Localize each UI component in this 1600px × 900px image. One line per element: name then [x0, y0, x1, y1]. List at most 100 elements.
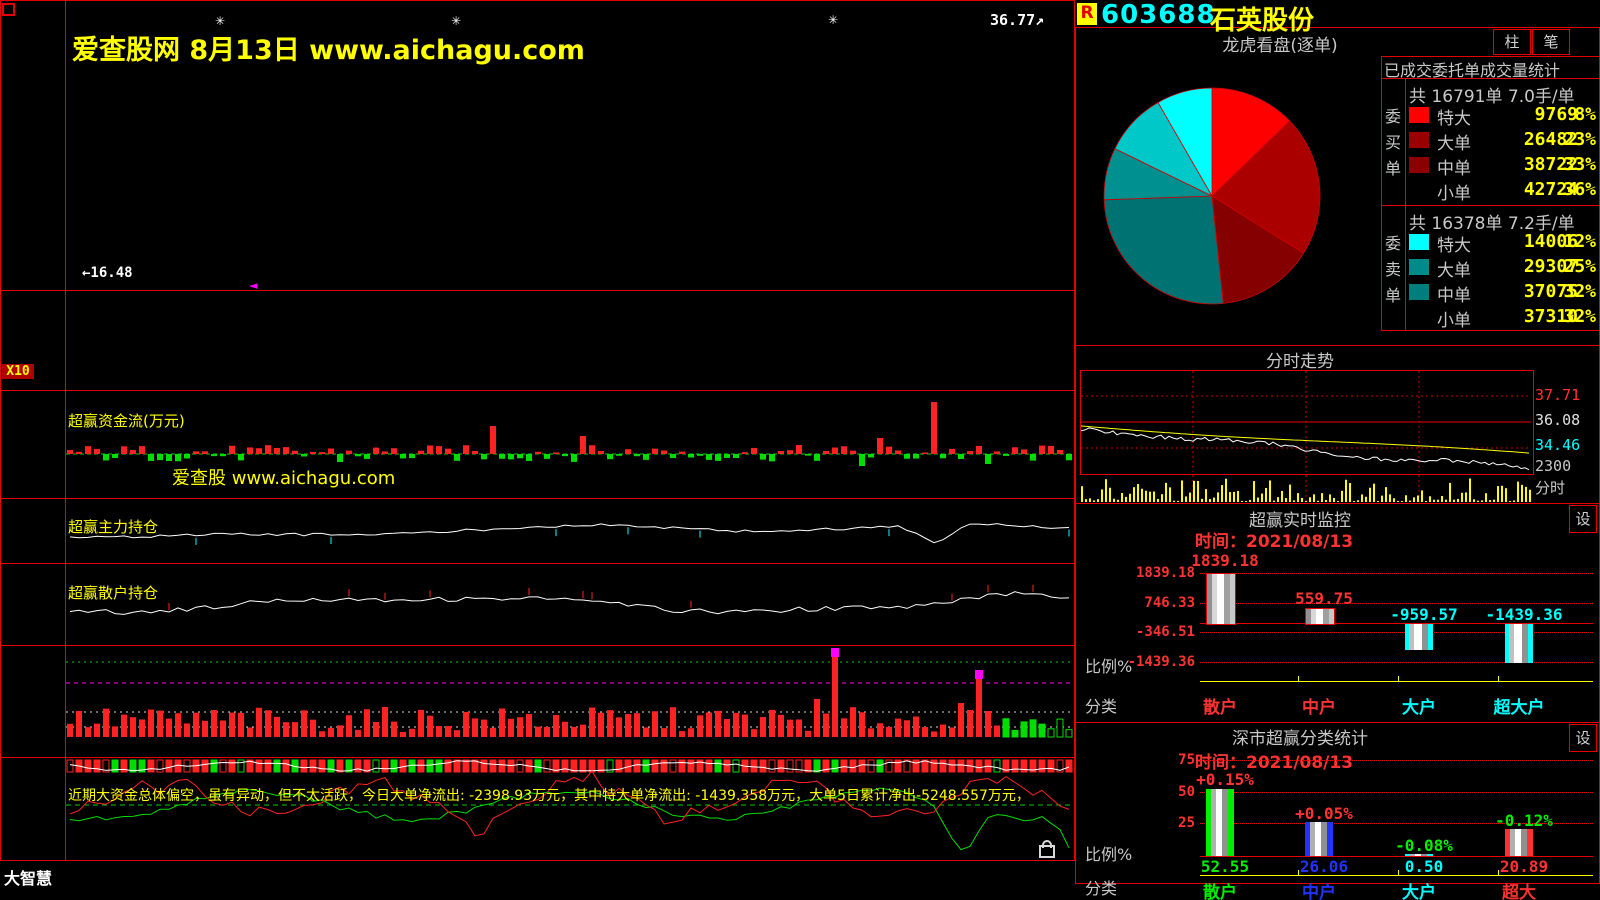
table-border: [1381, 330, 1600, 331]
order-group-summary: 共 16791单 7.0手/单: [1409, 87, 1575, 107]
shenshi-bar-value: 52.55: [1200, 857, 1250, 876]
shenshi-time: 时间：2021/08/13: [1195, 753, 1354, 773]
monitor-category: 中户: [1302, 698, 1336, 718]
order-swatch: [1409, 157, 1429, 173]
grid-line: [1200, 662, 1593, 663]
monitor-bar-3: [1505, 624, 1533, 663]
svzl-subtitle: 超赢主力持仓: [68, 518, 159, 536]
order-row-pct: 23%: [1563, 129, 1596, 150]
table-border: [1381, 56, 1382, 330]
fenshi-price-label: 分时: [1535, 479, 1566, 497]
table-border: [1381, 205, 1600, 206]
monitor-settings-button[interactable]: 设: [1569, 505, 1597, 533]
monitor-axis-label: -1439.36: [1127, 654, 1195, 670]
longhu-pie-chart[interactable]: [1100, 84, 1324, 308]
axis-divider: [65, 0, 66, 860]
fenshi-price-label: 34.46: [1535, 436, 1581, 454]
monitor-bar-1: [1305, 608, 1335, 625]
shenshi-title: 深市超赢分类统计: [1232, 729, 1368, 749]
svzj-watermark: 爱查股 www.aichagu.com: [172, 468, 396, 489]
monitor-bar-2: [1405, 624, 1433, 650]
exright-marker-icon: ✳: [828, 13, 839, 27]
shenshi-axis-label: 75: [1178, 752, 1195, 768]
monitor-axis-label: 1839.18: [1135, 565, 1195, 581]
shenshi-bar-2: [1405, 854, 1433, 856]
shenshi-bar-1: [1305, 822, 1333, 856]
order-row-pct: 36%: [1563, 179, 1596, 200]
svzj-chart[interactable]: [66, 390, 1074, 498]
arrow-up-right-icon: ↗: [1035, 11, 1045, 29]
axis-tick: [1498, 676, 1499, 681]
shenshi-bar-value: 0.50: [1404, 857, 1444, 876]
shenshi-settings-button[interactable]: 设: [1569, 724, 1597, 752]
exright-marker-icon: ✳: [451, 14, 462, 28]
order-row-pct: 25%: [1563, 256, 1596, 277]
svzl-chart[interactable]: [66, 498, 1074, 563]
order-row-pct: 12%: [1563, 231, 1596, 252]
r-badge[interactable]: R: [1077, 3, 1097, 25]
lock-icon[interactable]: [1039, 840, 1055, 858]
order-swatch: [1409, 259, 1429, 275]
table-border: [1381, 56, 1600, 57]
svsh-chart[interactable]: [66, 563, 1074, 645]
fenshi-title: 分时走势: [1266, 352, 1334, 372]
grid-line: [1200, 760, 1593, 761]
shenshi-bar-value: 26.06: [1299, 857, 1349, 876]
grid-line: [1200, 823, 1593, 824]
fenshi-chart[interactable]: [1081, 371, 1531, 472]
vol-unit-badge: X10: [2, 364, 34, 379]
order-row-value: 37310: [1523, 306, 1578, 327]
shenshi-bar-0: [1206, 789, 1234, 856]
order-side-label: 委卖单: [1384, 234, 1401, 305]
shenshi-category: 大户: [1402, 883, 1436, 900]
panel-divider: [0, 390, 1075, 391]
order-row-pct: 32%: [1563, 281, 1596, 302]
monitor-bar-value: -1439.36: [1485, 605, 1563, 624]
panel-divider: [0, 757, 1075, 758]
axis-tick: [1498, 870, 1499, 875]
order-row-label: 中单: [1437, 159, 1471, 179]
order-side-label: 委买单: [1384, 107, 1401, 178]
bar-mode-button[interactable]: 柱: [1493, 29, 1531, 55]
fenshi-chart-frame: [1080, 370, 1534, 475]
grid-line: [1200, 603, 1593, 604]
pen-mode-button[interactable]: 笔: [1532, 29, 1570, 55]
monitor-category: 大户: [1402, 698, 1436, 718]
order-group-summary: 共 16378单 7.2手/单: [1409, 214, 1575, 234]
order-row-pct: 32%: [1563, 306, 1596, 327]
panel-divider: [0, 645, 1075, 646]
table-border: [1405, 78, 1406, 330]
monitor-category: 散户: [1203, 698, 1237, 718]
shenshi-category: 中户: [1302, 883, 1336, 900]
volume-chart[interactable]: [66, 290, 1074, 390]
monitor-axis-label: -346.51: [1135, 624, 1195, 640]
brand-logo[interactable]: 大智慧: [4, 869, 53, 888]
monitor-category: 超大户: [1493, 698, 1545, 718]
order-row-value: 42724: [1523, 179, 1578, 200]
ai-activity-chart[interactable]: [66, 645, 1074, 757]
scroll-marker-icon[interactable]: ◄: [249, 279, 258, 292]
order-row-value: 14006: [1523, 231, 1578, 252]
shenshi-class-label: 分类: [1085, 879, 1118, 898]
monitor-time: 时间：2021/08/13: [1195, 532, 1354, 552]
shenshi-bar-value: 20.89: [1499, 857, 1549, 876]
monitor-axis-label: 746.33: [1144, 595, 1195, 611]
site-watermark: 爱查股网 8月13日 www.aichagu.com: [72, 35, 585, 66]
fenshi-price-label: 2300: [1535, 457, 1572, 475]
high-annotation: 36.77↗: [990, 11, 1045, 29]
monitor-class-label: 分类: [1085, 697, 1118, 716]
app-icon: [2, 3, 15, 16]
shenshi-axis-label: 50: [1178, 784, 1195, 800]
panel-divider: [0, 290, 1075, 291]
fenshi-price-label: 37.71: [1535, 386, 1581, 404]
monitor-axis: [1200, 681, 1593, 682]
axis-tick: [1398, 870, 1399, 875]
ai-research-summary: 近期大资金总体偏空，虽有异动，但不太活跃，今日大单净流出: -2398.93万元…: [68, 788, 1030, 804]
svsh-subtitle: 超赢散户持仓: [68, 584, 159, 602]
monitor-bar-value: 1839.18: [1191, 551, 1259, 570]
zero-line: [1200, 856, 1593, 857]
ai-research-chart[interactable]: [66, 757, 1074, 860]
order-swatch: [1409, 107, 1429, 123]
axis-tick: [1398, 676, 1399, 681]
